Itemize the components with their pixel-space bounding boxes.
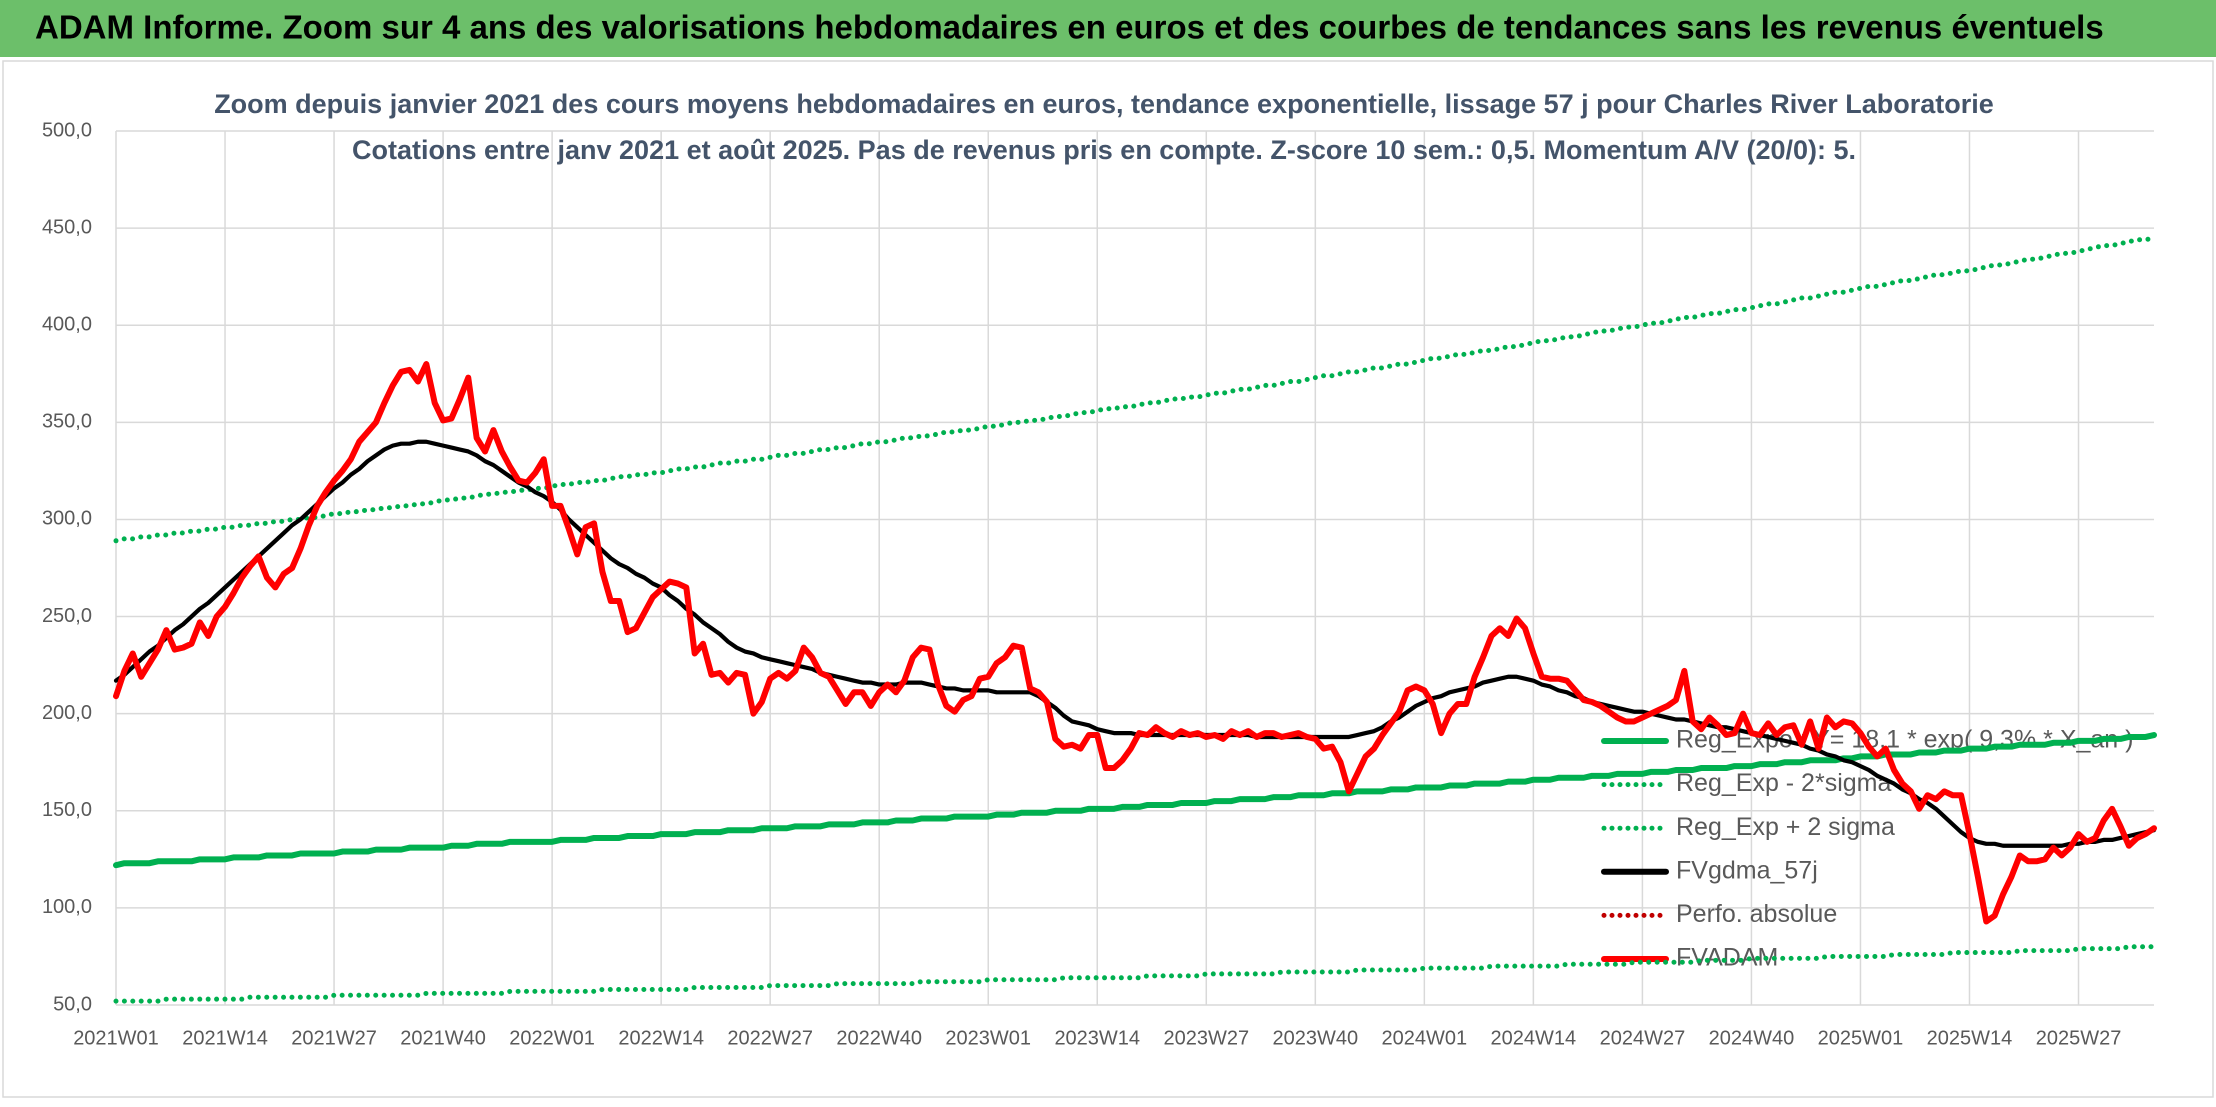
header-banner xyxy=(0,0,2216,57)
y-tick-label: 150,0 xyxy=(42,799,92,821)
series-line xyxy=(113,944,2157,1004)
y-tick-label: 500,0 xyxy=(42,119,92,141)
x-tick-label: 2023W01 xyxy=(945,1027,1031,1049)
y-tick-label: 250,0 xyxy=(42,605,92,627)
x-tick-label: 2023W40 xyxy=(1273,1027,1359,1049)
x-tick-label: 2022W27 xyxy=(727,1027,813,1049)
grid: 50,0 100,0 150,0 200,0 250,0 300,0 350,0 400,0 4… xyxy=(42,119,2154,1049)
x-tick-label: 2021W14 xyxy=(182,1027,268,1049)
x-tick-label: 2025W14 xyxy=(1927,1027,2013,1049)
y-tick-label: 200,0 xyxy=(42,702,92,724)
x-tick-label: 2024W14 xyxy=(1491,1027,1577,1049)
y-tick-label: 450,0 xyxy=(42,216,92,238)
series-line xyxy=(113,439,2157,848)
chart-title: Zoom depuis janvier 2021 des cours moyen… xyxy=(214,89,1994,119)
x-tick-label: 2025W27 xyxy=(2036,1027,2122,1049)
x-tick-label: 2023W14 xyxy=(1054,1027,1140,1049)
plot-area xyxy=(113,235,2157,1004)
x-tick-label: 2025W01 xyxy=(1818,1027,1904,1049)
x-tick-label: 2022W14 xyxy=(618,1027,704,1049)
x-tick-label: 2024W27 xyxy=(1600,1027,1686,1049)
y-tick-label: 100,0 xyxy=(42,896,92,918)
y-tick-label: 300,0 xyxy=(42,508,92,530)
legend-label: Reg_Exp + 2 sigma xyxy=(1676,813,1895,841)
chart-subtitle: Cotations entre janv 2021 et août 2025. … xyxy=(352,135,1856,165)
x-tick-label: 2022W01 xyxy=(509,1027,595,1049)
y-tick-label: 400,0 xyxy=(42,314,92,336)
x-tick-label: 2021W40 xyxy=(400,1027,486,1049)
legend-label: Perfo. absolue xyxy=(1676,900,1837,928)
chart-frame xyxy=(2,60,2214,1098)
x-tick-label: 2024W01 xyxy=(1382,1027,1468,1049)
series-line xyxy=(113,732,2157,869)
x-tick-label: 2024W40 xyxy=(1709,1027,1795,1049)
y-tick-label: 350,0 xyxy=(42,411,92,433)
legend-label: FVADAM xyxy=(1676,944,1778,972)
y-tick-label: 50,0 xyxy=(53,993,92,1015)
x-tick-label: 2022W40 xyxy=(836,1027,922,1049)
legend-label: FVgdma_57j xyxy=(1676,856,1818,884)
x-tick-label: 2021W27 xyxy=(291,1027,377,1049)
x-tick-label: 2023W27 xyxy=(1163,1027,1249,1049)
series-line xyxy=(113,235,2157,544)
legend-label: Reg_Exp - 2*sigma xyxy=(1676,769,1891,797)
series-line xyxy=(113,361,2157,925)
x-tick-label: 2021W01 xyxy=(73,1027,159,1049)
header-title: ADAM Informe. Zoom sur 4 ans des valoris… xyxy=(35,9,2104,46)
